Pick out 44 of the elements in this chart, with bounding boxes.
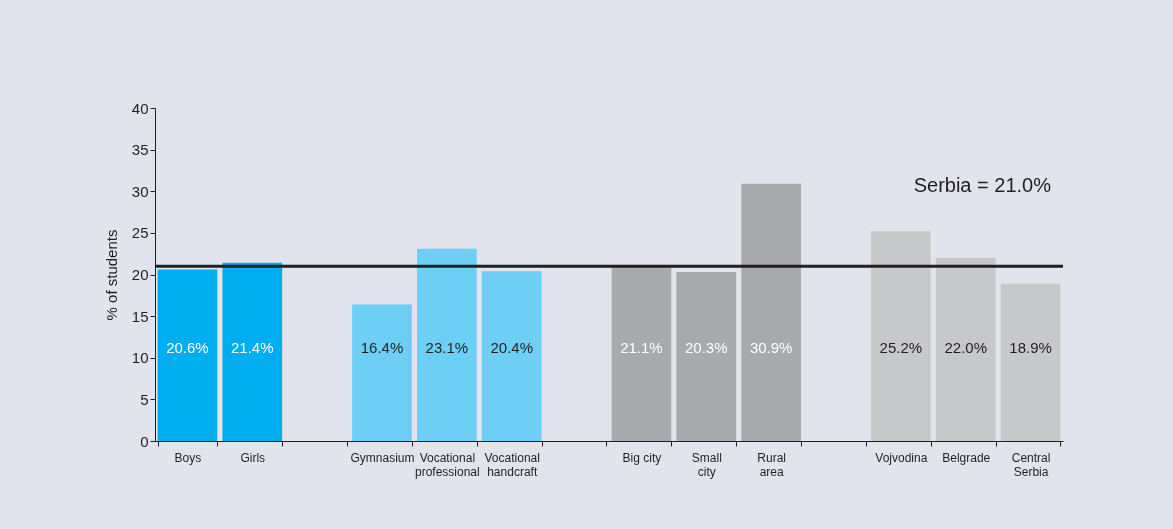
data-label: 18.9% <box>1009 338 1052 356</box>
y-tick-label: 20 <box>131 266 149 283</box>
x-tick-label: Gymnasium <box>350 450 415 465</box>
x-tick-label: Rural area <box>757 450 786 479</box>
bar <box>871 231 931 441</box>
data-label: 21.1% <box>620 338 663 356</box>
y-tick-label: 5 <box>140 390 149 408</box>
x-tick-label: Girls <box>240 450 266 465</box>
x-tick-label: Central Serbia <box>1011 450 1051 479</box>
x-tick-label: Small city <box>691 450 722 479</box>
x-tick-label: Big city <box>622 450 662 465</box>
bar <box>741 183 801 441</box>
bar <box>676 272 737 441</box>
y-tick-label: 40 <box>131 99 149 117</box>
bar <box>935 257 996 441</box>
bar <box>222 262 283 441</box>
y-tick-label: 10 <box>131 349 149 367</box>
y-axis-title: % of students <box>102 229 120 321</box>
bar <box>157 269 218 441</box>
bar <box>1000 283 1061 441</box>
bar <box>481 271 542 441</box>
y-tick-label: 15 <box>131 307 149 325</box>
y-tick-label: 25 <box>131 224 149 242</box>
x-tick-label: Vocational professional <box>415 450 480 479</box>
data-label: 25.2% <box>879 338 923 356</box>
x-tick-label: Vojvodina <box>875 450 928 465</box>
y-tick-label: 35 <box>131 141 149 159</box>
data-label: 20.6% <box>166 338 209 356</box>
data-label: 20.4% <box>490 338 533 356</box>
y-tick-label: 30 <box>131 182 149 200</box>
data-label: 30.9% <box>749 338 793 356</box>
ref-line-label: Serbia = 21.0% <box>913 174 1052 196</box>
y-tick-label: 0 <box>140 432 149 450</box>
bar <box>417 248 477 441</box>
bar <box>352 304 412 441</box>
data-label: 22.0% <box>944 338 987 356</box>
bar <box>611 265 672 441</box>
data-label: 16.4% <box>360 338 404 356</box>
x-tick-label: Belgrade <box>942 450 991 465</box>
data-label: 20.3% <box>685 338 728 356</box>
x-tick-label: Vocational handcraft <box>484 450 540 479</box>
data-label: 21.4% <box>231 338 274 356</box>
x-tick-label: Boys <box>174 450 202 465</box>
data-label: 23.1% <box>425 338 469 356</box>
